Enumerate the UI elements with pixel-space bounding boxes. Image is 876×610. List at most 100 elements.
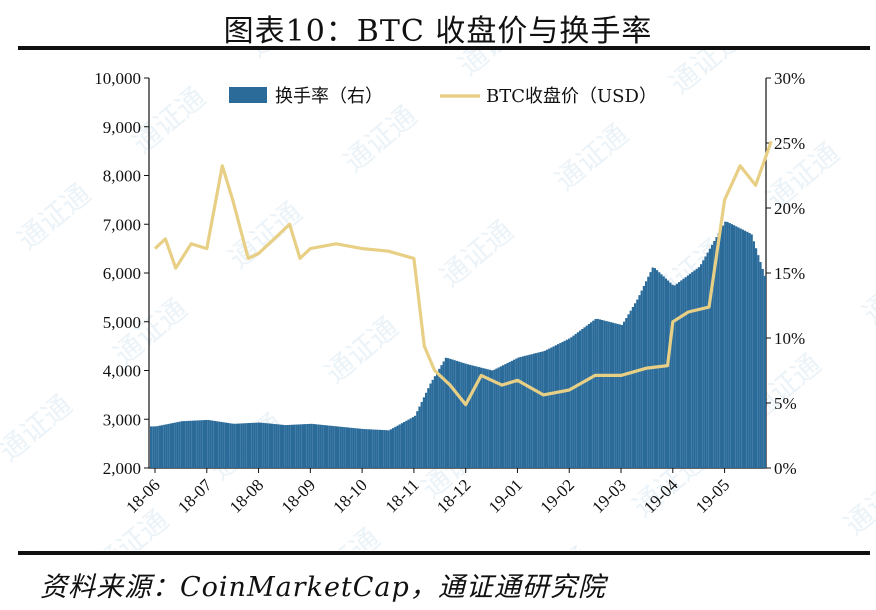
turnover-bar xyxy=(519,356,522,468)
turnover-bar xyxy=(403,422,406,468)
turnover-bar xyxy=(656,270,659,468)
turnover-bar xyxy=(526,355,529,468)
turnover-bar xyxy=(552,346,555,468)
turnover-bar xyxy=(213,420,216,468)
turnover-bar xyxy=(715,237,718,468)
turnover-bar xyxy=(238,423,241,468)
turnover-bar xyxy=(711,244,714,468)
turnover-bar xyxy=(242,423,245,468)
turnover-bar xyxy=(642,285,645,468)
turnover-bar xyxy=(194,420,197,468)
turnover-bar xyxy=(491,370,494,468)
turnover-bar xyxy=(315,424,318,468)
turnover-bar xyxy=(704,256,707,468)
turnover-bar xyxy=(381,429,384,468)
turnover-bar xyxy=(473,365,476,468)
turnover-bar xyxy=(719,229,722,468)
turnover-bar xyxy=(442,361,445,468)
turnover-bar xyxy=(510,360,513,468)
turnover-bar xyxy=(297,424,300,468)
turnover-bar xyxy=(596,318,599,468)
turnover-bar xyxy=(174,422,177,468)
turnover-bar xyxy=(616,323,619,468)
turnover-bar xyxy=(337,426,340,468)
turnover-bar xyxy=(288,424,291,468)
turnover-bar xyxy=(563,340,566,468)
turnover-bar xyxy=(471,365,474,468)
turnover-bar xyxy=(636,299,639,468)
turnover-bar xyxy=(191,420,194,468)
turnover-bar xyxy=(290,424,293,468)
turnover-bar xyxy=(249,422,252,468)
turnover-bar xyxy=(730,224,733,468)
turnover-bar xyxy=(755,248,758,468)
turnover-bar xyxy=(733,225,736,468)
y-right-tick-label: 10% xyxy=(774,329,805,348)
turnover-bar xyxy=(286,425,289,468)
source-note: 资料来源：CoinMarketCap，通证通研究院 xyxy=(40,572,606,603)
turnover-bar xyxy=(438,368,441,468)
turnover-bar xyxy=(576,332,579,468)
turnover-bar xyxy=(317,424,320,468)
turnover-bar xyxy=(686,275,689,468)
turnover-bar xyxy=(548,348,551,468)
turnover-bar xyxy=(365,429,368,468)
legend-swatch-turnover xyxy=(229,87,267,103)
turnover-bar xyxy=(460,362,463,468)
turnover-bar xyxy=(180,421,183,468)
turnover-bar xyxy=(559,343,562,468)
turnover-bar xyxy=(717,233,720,468)
turnover-bar xyxy=(713,240,716,468)
turnover-bar xyxy=(625,317,628,468)
turnover-bar xyxy=(277,424,280,468)
turnover-bar xyxy=(411,417,414,468)
turnover-bar xyxy=(440,365,443,468)
turnover-bar xyxy=(183,421,186,468)
source-rule xyxy=(18,551,870,555)
turnover-bar xyxy=(312,424,315,468)
turnover-bar xyxy=(750,234,753,468)
turnover-bar xyxy=(169,423,172,468)
turnover-bar xyxy=(216,421,219,468)
turnover-bar xyxy=(356,428,359,468)
turnover-bar xyxy=(708,248,711,468)
turnover-bar xyxy=(279,424,282,468)
turnover-bar xyxy=(486,369,489,468)
turnover-bar xyxy=(517,357,520,468)
turnover-bar xyxy=(469,364,472,468)
y-right-tick-label: 30% xyxy=(774,69,805,88)
turnover-bar xyxy=(352,428,355,468)
turnover-bar xyxy=(752,241,755,468)
y-left-tick-label: 8,000 xyxy=(103,167,141,186)
turnover-bar xyxy=(521,356,524,468)
turnover-bar xyxy=(603,320,606,468)
turnover-bar xyxy=(330,425,333,468)
turnover-bar xyxy=(447,358,450,468)
y-left-tick-label: 5,000 xyxy=(103,313,141,332)
turnover-bar xyxy=(422,397,425,468)
turnover-bar xyxy=(647,276,650,468)
turnover-bar xyxy=(673,285,676,468)
turnover-bar xyxy=(466,364,469,468)
turnover-bar xyxy=(662,276,665,468)
turnover-bar xyxy=(706,252,709,468)
turnover-bar xyxy=(150,426,153,468)
chart-title: 图表10：BTC 收盘价与换手率 xyxy=(223,14,653,49)
turnover-bar xyxy=(264,423,267,468)
turnover-bar xyxy=(726,221,729,468)
turnover-bar xyxy=(436,372,439,468)
turnover-bar xyxy=(308,423,311,468)
turnover-bar xyxy=(392,428,395,468)
turnover-bar xyxy=(416,411,419,468)
turnover-bar xyxy=(222,422,225,468)
turnover-bar xyxy=(618,324,621,468)
turnover-bar xyxy=(328,425,331,468)
turnover-bar xyxy=(400,423,403,468)
turnover-bar xyxy=(660,274,663,468)
turnover-bar xyxy=(761,268,764,468)
turnover-bar xyxy=(205,419,208,468)
turnover-bar xyxy=(449,358,452,468)
turnover-bar xyxy=(561,341,564,468)
turnover-bar xyxy=(759,262,762,468)
y-left-tick-label: 7,000 xyxy=(103,215,141,234)
